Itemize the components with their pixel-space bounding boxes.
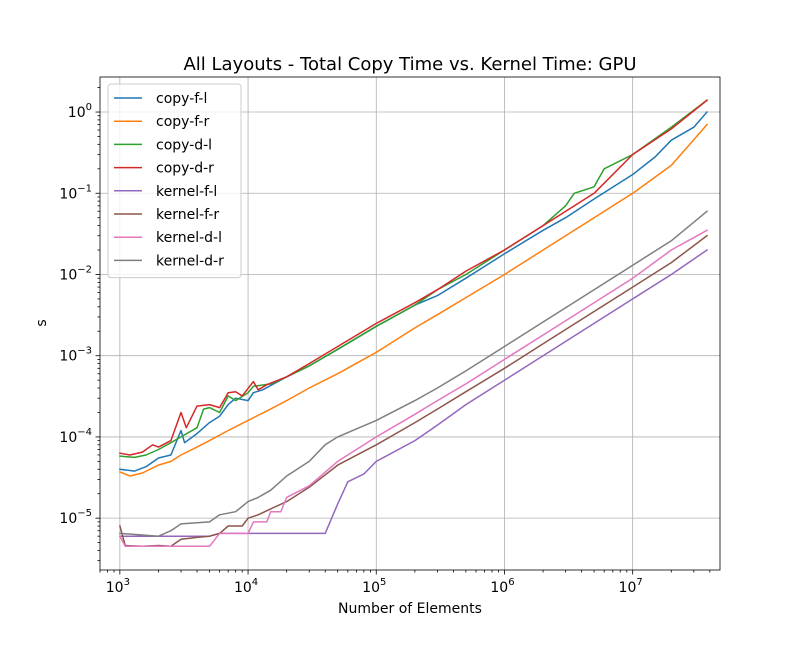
x-tick-label: 106 [490,577,514,596]
y-tick-label: 100 [68,102,92,121]
y-tick-base: 10 [59,349,77,365]
x-tick-exponent: 3 [124,577,130,588]
plot-frame [99,76,721,571]
x-axis-label: Number of Elements [338,601,482,617]
series-line-kernel-f-r [118,234,709,548]
chart-title: All Layouts - Total Copy Time vs. Kernel… [183,54,636,75]
series-line-copy-f-r [118,123,709,477]
series-line-kernel-d-l [118,229,709,548]
y-tick-label: 10−5 [59,508,92,527]
y-tick-exponent: −5 [77,508,92,519]
x-tick-label: 107 [619,577,643,596]
series-line-kernel-d-r [119,210,709,537]
y-tick-label: 10−1 [59,183,92,202]
y-tick-base: 10 [59,511,77,527]
legend-entry-label: kernel-d-l [156,230,222,246]
x-tick-exponent: 5 [380,577,386,588]
legend-entry-label: copy-d-l [156,137,212,153]
x-tick-base: 10 [490,580,508,596]
y-tick-label: 10−3 [59,346,92,365]
y-tick-exponent: −3 [77,346,92,357]
y-tick-exponent: −4 [77,427,92,438]
y-tick-base: 10 [59,267,77,283]
series-line-copy-d-r [119,99,709,456]
legend-entry-label: copy-d-r [156,161,214,177]
x-tick-label: 104 [234,577,258,596]
legend-box [107,83,242,279]
x-tick-base: 10 [106,580,124,596]
legend: copy-f-l copy-f-r copy-d-l copy-d-r kernel-f… [107,83,242,279]
x-tick-base: 10 [619,580,637,596]
x-tick-label: 105 [362,577,386,596]
legend-entry-label: copy-f-l [156,91,207,107]
y-tick-base: 10 [59,430,77,446]
x-tick-exponent: 6 [508,577,514,588]
legend-entry-label: copy-f-r [156,114,209,130]
x-axis-ticks: 103 104 105 106 107 [99,570,711,596]
legend-entry-label: kernel-f-l [156,184,217,200]
y-tick-exponent: 0 [86,102,92,113]
y-tick-exponent: −1 [77,183,92,194]
x-tick-label: 103 [106,577,130,596]
series-lines [118,99,709,548]
x-tick-base: 10 [234,580,252,596]
x-tick-exponent: 4 [252,577,258,588]
legend-entry-label: kernel-f-r [156,207,219,223]
y-tick-exponent: −2 [77,264,92,275]
legend-entry-label: kernel-d-r [156,253,224,269]
y-axis-label: s [34,319,50,326]
y-tick-label: 10−4 [59,427,92,446]
x-tick-exponent: 7 [636,577,642,588]
y-tick-label: 10−2 [59,264,92,283]
y-tick-base: 10 [68,105,86,121]
x-tick-base: 10 [362,580,380,596]
y-tick-base: 10 [59,186,77,202]
